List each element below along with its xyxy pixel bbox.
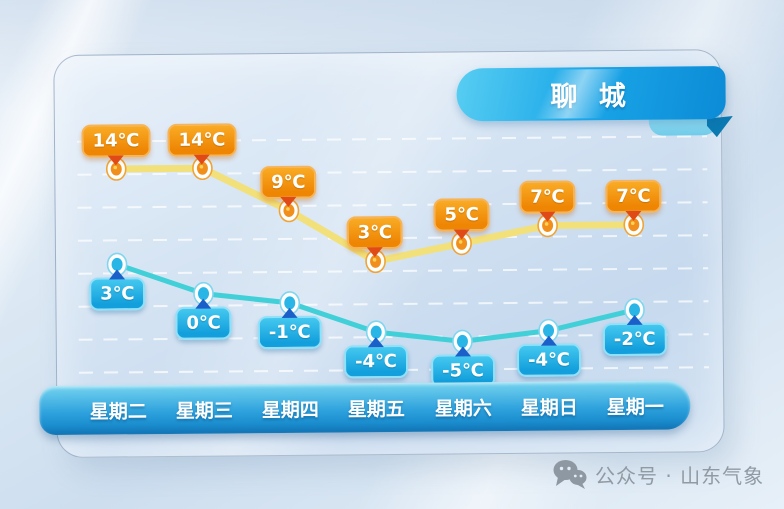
high-temp-badge: 5℃ — [433, 198, 490, 232]
low-temp-badge: 3℃ — [89, 277, 146, 311]
weekday-label: 星期一 — [606, 395, 664, 419]
low-temp-badge: -1℃ — [257, 315, 322, 350]
weekday-label: 星期五 — [347, 397, 405, 421]
wechat-icon — [553, 460, 587, 489]
weekday-label: 星期四 — [261, 398, 319, 422]
low-temp-badge: 0℃ — [175, 306, 232, 340]
city-title-ribbon: 聊 城 — [456, 66, 726, 122]
weekday-label: 星期日 — [520, 396, 578, 419]
low-temp-badge: -4℃ — [343, 344, 408, 379]
footer-credit: 公众号 · 山东气象 — [553, 459, 764, 489]
high-temp-badge: 14℃ — [81, 124, 151, 158]
high-temp-badge: 9℃ — [260, 165, 317, 200]
high-temp-badge: 14℃ — [167, 123, 237, 157]
low-temp-badge: -2℃ — [602, 322, 667, 357]
weekday-label: 星期二 — [89, 400, 147, 423]
footer-account-label: 公众号 · 山东气象 — [595, 463, 765, 488]
weekday-label: 星期六 — [434, 397, 492, 420]
high-temp-badge: 7℃ — [605, 179, 662, 214]
weekday-bar: 星期二 星期三 星期四 星期五 星期六 星期日 星期一 — [39, 380, 691, 436]
weekday-label: 星期三 — [175, 399, 233, 422]
high-temp-badge: 7℃ — [519, 180, 576, 214]
city-title: 聊 城 — [550, 80, 632, 113]
high-temp-badge: 3℃ — [346, 215, 404, 250]
low-temp-badge: -4℃ — [516, 343, 581, 377]
